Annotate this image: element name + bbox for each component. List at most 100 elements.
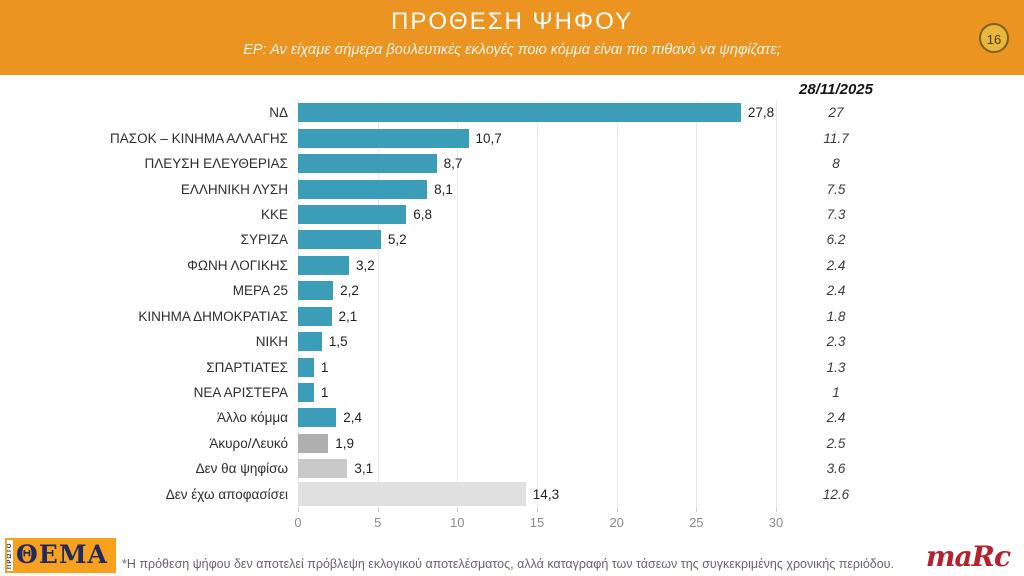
bar-value-label: 2,2 bbox=[340, 283, 359, 299]
bar bbox=[298, 306, 332, 326]
chart-row: Άλλο κόμμα 2,4 2.4 bbox=[0, 405, 1024, 430]
chart-row: ΚΙΝΗΜΑ ΔΗΜΟΚΡΑΤΙΑΣ 2,1 1.8 bbox=[0, 304, 1024, 329]
party-label: ΜΕΡΑ 25 bbox=[232, 283, 288, 299]
bar-track: 3,1 bbox=[298, 456, 776, 481]
axis-tick-label: 30 bbox=[768, 515, 784, 530]
bar-track: 2,1 bbox=[298, 304, 776, 329]
bar bbox=[298, 459, 348, 479]
bar-value-label: 10,7 bbox=[475, 130, 502, 146]
date-column-value: 27 bbox=[828, 105, 844, 121]
bar bbox=[298, 408, 337, 428]
bar-track: 1,9 bbox=[298, 431, 776, 456]
bar bbox=[298, 204, 407, 224]
bar-value-label: 8,7 bbox=[443, 156, 463, 172]
party-label: ΚΙΝΗΜΑ ΔΗΜΟΚΡΑΤΙΑΣ bbox=[138, 308, 288, 324]
bar-track: 3,2 bbox=[298, 253, 776, 278]
chart-row: ΚΚΕ 6,8 7.3 bbox=[0, 202, 1024, 227]
proto-thema-vertical-text: ΠΡΩΤΟ bbox=[7, 540, 13, 571]
bar bbox=[298, 179, 428, 199]
party-label: ΕΛΛΗΝΙΚΗ ΛΥΣΗ bbox=[180, 181, 288, 197]
bar-chart: ΝΔ 27,8 27 ΠΑΣΟΚ – ΚΙΝΗΜΑ ΑΛΛΑΓΗΣ 10,7 1… bbox=[0, 100, 1024, 507]
chart-row: ΝΕΑ ΑΡΙΣΤΕΡΑ 1 1 bbox=[0, 380, 1024, 405]
bar-value-label: 1,9 bbox=[335, 435, 355, 451]
bar bbox=[298, 255, 349, 275]
date-column-value: 2.4 bbox=[826, 410, 846, 426]
chart-row: ΣΥΡΙΖΑ 5,2 6.2 bbox=[0, 227, 1024, 252]
chart-row: ΜΕΡΑ 25 2,2 2.4 bbox=[0, 278, 1024, 303]
date-column-value: 2.4 bbox=[826, 283, 846, 299]
party-label: ΠΑΣΟΚ – ΚΙΝΗΜΑ ΑΛΛΑΓΗΣ bbox=[110, 130, 288, 146]
bar-value-label: 14,3 bbox=[532, 486, 560, 502]
date-column-value: 11.7 bbox=[823, 130, 849, 146]
chart-row: ΦΩΝΗ ΛΟΓΙΚΗΣ 3,2 2.4 bbox=[0, 253, 1024, 278]
x-axis: 0 5 10 15 20 25 30 bbox=[294, 508, 783, 536]
bar-track: 2,2 bbox=[298, 278, 776, 303]
chart-row: ΣΠΑΡΤΙΑΤΕΣ 1 1.3 bbox=[0, 354, 1024, 379]
bar bbox=[298, 383, 314, 403]
party-label: Δεν θα ψηφίσω bbox=[195, 461, 288, 477]
party-label: ΣΥΡΙΖΑ bbox=[240, 232, 288, 248]
date-column-value: 7.5 bbox=[826, 181, 846, 197]
party-label: ΝΕΑ ΑΡΙΣΤΕΡΑ bbox=[193, 385, 288, 401]
date-column-value: 1 bbox=[832, 385, 840, 401]
axis-tick-label: 10 bbox=[450, 515, 465, 530]
date-column-header: 28/11/2025 bbox=[799, 81, 873, 98]
axis-tick-label: 15 bbox=[529, 515, 545, 530]
bar-track: 10,7 bbox=[298, 125, 776, 150]
date-column-value: 2.4 bbox=[826, 257, 846, 273]
party-label: ΝΙΚΗ bbox=[255, 334, 288, 350]
party-label: Δεν έχω αποφασίσει bbox=[165, 486, 288, 502]
date-column-value: 1.8 bbox=[826, 308, 846, 324]
page-subtitle: ΕΡ: Αν είχαμε σήμερα βουλευτικές εκλογές… bbox=[243, 42, 781, 58]
date-column-value: 2.5 bbox=[826, 435, 846, 451]
axis-tick bbox=[616, 508, 618, 512]
bar-value-label: 2,1 bbox=[338, 308, 358, 324]
marc-logo: maRc bbox=[925, 540, 1011, 573]
axis-tick bbox=[696, 508, 698, 512]
bar-value-label: 1 bbox=[320, 385, 329, 401]
date-column-value: 12.6 bbox=[822, 486, 850, 502]
party-label: ΠΛΕΥΣΗ ΕΛΕΥΘΕΡΙΑΣ bbox=[144, 156, 288, 172]
party-label: Άκυρο/Λευκό bbox=[209, 435, 288, 451]
chart-row: Άκυρο/Λευκό 1,9 2.5 bbox=[0, 431, 1024, 456]
axis-tick bbox=[377, 508, 379, 512]
chart-row: ΝΙΚΗ 1,5 2.3 bbox=[0, 329, 1024, 354]
date-column-value: 2.3 bbox=[826, 334, 846, 350]
chart-row: Δεν θα ψηφίσω 3,1 3.6 bbox=[0, 456, 1024, 481]
bar-value-label: 27,8 bbox=[747, 105, 775, 121]
bar-value-label: 3,1 bbox=[354, 461, 374, 477]
axis-tick-label: 0 bbox=[294, 515, 302, 530]
header-band: ΠΡΟΘΕΣΗ ΨΗΦΟΥ ΕΡ: Αν είχαμε σήμερα βουλε… bbox=[0, 0, 1024, 75]
bar-value-label: 6,8 bbox=[413, 206, 433, 222]
bar bbox=[298, 154, 437, 174]
bar bbox=[298, 128, 469, 148]
chart-row: ΕΛΛΗΝΙΚΗ ΛΥΣΗ 8,1 7.5 bbox=[0, 176, 1024, 201]
chart-row: Δεν έχω αποφασίσει 14,3 12.6 bbox=[0, 482, 1024, 507]
bar-track: 1,5 bbox=[298, 329, 776, 354]
bar-track: 27,8 bbox=[298, 100, 776, 125]
chart-row: ΝΔ 27,8 27 bbox=[0, 100, 1024, 125]
date-column-value: 7.3 bbox=[826, 206, 846, 222]
axis-tick bbox=[298, 508, 299, 512]
thema-logo-text: ΘΕΜΑ bbox=[16, 540, 108, 569]
axis-tick bbox=[537, 508, 538, 512]
bar bbox=[298, 357, 314, 377]
date-column-value: 8 bbox=[832, 156, 840, 172]
bar-track: 6,8 bbox=[298, 202, 776, 227]
bar-track: 8,1 bbox=[298, 176, 776, 201]
proto-thema-logo: ΠΡΩΤΟ ΘΕΜΑ bbox=[5, 538, 116, 573]
bar-track: 1 bbox=[298, 354, 776, 379]
date-column-value: 3.6 bbox=[826, 461, 846, 477]
bar-track: 2,4 bbox=[298, 405, 776, 430]
axis-tick bbox=[457, 508, 459, 512]
bar-track: 14,3 bbox=[298, 482, 776, 507]
axis-tick-label: 25 bbox=[689, 515, 704, 530]
axis-tick-label: 5 bbox=[374, 515, 382, 530]
axis-tick-label: 20 bbox=[609, 515, 624, 530]
footnote: *Η πρόθεση ψήφου δεν αποτελεί πρόβλεψη ε… bbox=[122, 557, 894, 571]
chart-row: ΠΛΕΥΣΗ ΕΛΕΥΘΕΡΙΑΣ 8,7 8 bbox=[0, 151, 1024, 176]
party-label: ΚΚΕ bbox=[260, 206, 288, 222]
party-label: ΣΠΑΡΤΙΑΤΕΣ bbox=[206, 359, 288, 375]
party-label: ΝΔ bbox=[269, 105, 288, 121]
date-column-value: 1.3 bbox=[826, 359, 846, 375]
